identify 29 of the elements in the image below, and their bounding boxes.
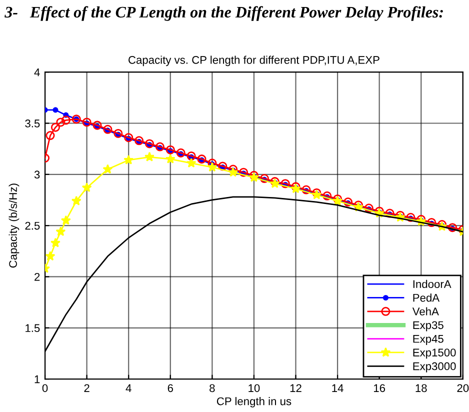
legend-label: Exp3000 (413, 362, 456, 372)
y-tick-label: 2 (34, 272, 40, 281)
y-tick-label: 3.5 (25, 120, 40, 128)
x-tick-label: 2 (84, 384, 90, 392)
legend-label: Exp35 (413, 321, 444, 332)
y-tick-label: 1 (34, 375, 40, 384)
chart-title: Capacity vs. CP length for different PDP,ITU A,EXP (128, 56, 380, 66)
x-tick-label: 18 (416, 384, 427, 392)
legend-label: PedA (413, 294, 440, 302)
y-tick-label: 1.5 (26, 324, 40, 332)
x-tick-label: 12 (290, 384, 302, 392)
x-tick-label: 14 (332, 384, 344, 392)
y-axis-title: Capacity (b/s/Hz) (8, 184, 20, 268)
x-tick-label: 20 (457, 384, 469, 392)
x-tick-label: 0 (42, 384, 48, 392)
x-tick-label: 6 (168, 384, 173, 392)
y-tick-label: 3 (34, 170, 40, 179)
y-tick-label: 2.5 (25, 222, 40, 230)
x-tick-label: 10 (248, 384, 260, 392)
legend-label: Exp45 (413, 335, 444, 345)
x-tick-label: 16 (374, 384, 386, 392)
legend-label: VehA (412, 307, 439, 316)
text: 3- Effect of the CP Length on the Different Power Delay Profiles: (4, 6, 443, 21)
legend-label: Exp1500 (413, 348, 456, 359)
x-tick-label: 4 (126, 384, 132, 392)
legend-label: IndoorA (413, 280, 452, 288)
y-tick-label: 4 (34, 68, 40, 76)
x-tick-label: 8 (210, 384, 215, 392)
x-axis-title: CP length in us (216, 397, 292, 408)
